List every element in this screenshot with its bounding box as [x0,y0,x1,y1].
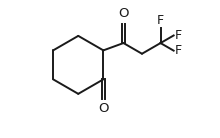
Text: O: O [118,7,129,20]
Text: O: O [98,102,109,115]
Text: F: F [174,29,182,42]
Text: F: F [157,14,164,27]
Text: F: F [174,44,182,57]
